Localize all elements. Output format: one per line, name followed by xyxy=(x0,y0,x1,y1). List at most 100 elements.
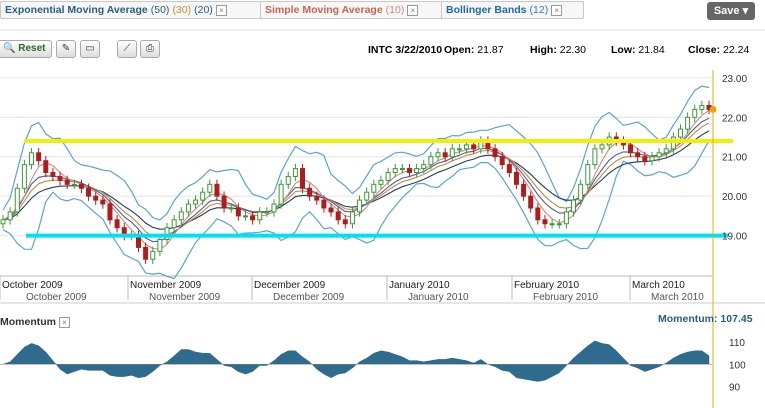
candle-body xyxy=(535,207,541,221)
candle-body xyxy=(100,199,106,205)
close-icon[interactable]: × xyxy=(58,316,70,328)
candle-body xyxy=(200,191,206,201)
candle-body xyxy=(143,246,149,260)
candle-body xyxy=(642,156,648,162)
x-month-label: January 2010 xyxy=(389,280,450,291)
candle-body xyxy=(292,168,298,177)
candle-body xyxy=(506,164,512,174)
candle-body xyxy=(185,203,191,213)
candle-body xyxy=(357,199,363,213)
indicator-param: (30) xyxy=(172,4,192,16)
candle-body xyxy=(599,144,605,150)
candle-body xyxy=(193,199,199,205)
candle-body xyxy=(364,191,370,201)
candle-body xyxy=(50,172,56,177)
reset-button[interactable]: 🔍 Reset xyxy=(0,40,52,58)
fullscreen-button[interactable]: ▭ xyxy=(80,40,100,58)
candle-body xyxy=(178,211,184,221)
candle-body xyxy=(0,219,6,225)
x-month-label: February 2010 xyxy=(514,280,579,291)
x-month-label: October 2009 xyxy=(2,280,63,291)
candle-body xyxy=(499,156,505,166)
candle-body xyxy=(428,156,434,166)
indicator-name: Simple Moving Average xyxy=(265,4,383,16)
candle-body xyxy=(414,168,420,174)
candle-body xyxy=(150,250,156,260)
candle-body xyxy=(656,152,662,158)
candle-body xyxy=(378,179,384,185)
chart-type-button[interactable]: ⟋ xyxy=(117,40,137,58)
momentum-tick-label: 90 xyxy=(729,383,741,394)
ema-indicator-chip[interactable]: Exponential Moving Average (50) (30) (20) × xyxy=(0,1,262,19)
candle-body xyxy=(257,211,263,221)
bollinger-indicator-chip[interactable]: Bollinger Bands (12) × xyxy=(441,1,584,19)
print-icon: ⎙ xyxy=(146,43,154,54)
close-icon[interactable]: × xyxy=(215,4,227,16)
x-month-label-lower: March 2010 xyxy=(651,292,704,303)
candle-body xyxy=(471,144,477,150)
zoom-out-icon: 🔍 xyxy=(3,43,16,54)
candle-body xyxy=(328,207,334,213)
save-button[interactable]: Save ▾ xyxy=(707,2,755,20)
indicator-name: Exponential Moving Average xyxy=(5,4,148,16)
pencil-icon: ✎ xyxy=(61,43,71,54)
candle-body xyxy=(592,148,598,166)
moving-average-line xyxy=(2,109,710,250)
candle-body xyxy=(157,239,163,252)
candle-body xyxy=(549,223,555,226)
candle-body xyxy=(492,148,498,158)
print-button[interactable]: ⎙ xyxy=(140,40,160,58)
candle-body xyxy=(278,183,284,205)
candle-body xyxy=(692,108,698,118)
candle-body xyxy=(677,128,683,138)
y-tick-label: 19.00 xyxy=(722,232,747,243)
bollinger-upper-band xyxy=(2,85,710,221)
candle-body xyxy=(342,219,348,225)
candle-body xyxy=(78,183,84,189)
quote-symbol-date: INTC 3/22/2010 xyxy=(368,44,443,56)
x-month-label-lower: December 2009 xyxy=(273,292,345,303)
indicator-param: (10) xyxy=(385,4,405,16)
candle-body xyxy=(314,195,320,201)
candle-body xyxy=(521,183,527,197)
x-month-label: November 2009 xyxy=(130,280,202,291)
indicator-param: (20) xyxy=(194,4,213,16)
candle-body xyxy=(349,211,355,225)
candle-body xyxy=(214,183,220,197)
x-month-label-lower: October 2009 xyxy=(26,292,87,303)
quote-high: High: 22.30 xyxy=(530,44,587,56)
close-icon[interactable]: × xyxy=(551,4,563,16)
candle-body xyxy=(107,203,113,221)
candle-body xyxy=(371,183,377,193)
momentum-label: Momentum × xyxy=(0,315,70,329)
candle-body xyxy=(93,195,99,201)
candle-body xyxy=(585,164,591,185)
candle-body xyxy=(456,148,462,151)
chevron-down-icon: ▾ xyxy=(742,5,749,17)
candle-body xyxy=(264,211,270,214)
candle-body xyxy=(36,152,42,162)
candle-body xyxy=(285,175,291,185)
candle-body xyxy=(449,148,455,158)
candle-body xyxy=(114,219,120,229)
candle-body xyxy=(685,116,691,130)
bollinger-lower-band xyxy=(2,140,710,280)
candle-body xyxy=(385,172,391,181)
candle-body xyxy=(442,152,448,158)
quote-open: Open: 21.87 xyxy=(444,44,504,56)
y-tick-label: 22.00 xyxy=(722,113,747,124)
momentum-tick-label: 110 xyxy=(729,338,745,349)
y-tick-label: 20.00 xyxy=(722,192,747,203)
momentum-tick-label: 100 xyxy=(729,360,746,371)
candle-body xyxy=(421,164,427,170)
candle-body xyxy=(271,203,277,213)
candle-body xyxy=(635,152,641,158)
candle-body xyxy=(699,104,705,110)
momentum-area xyxy=(2,340,710,382)
candle-body xyxy=(235,207,241,217)
candle-body xyxy=(335,211,341,221)
close-icon[interactable]: × xyxy=(407,4,419,16)
draw-line-button[interactable]: ✎ xyxy=(56,40,76,58)
candle-body xyxy=(406,168,412,174)
